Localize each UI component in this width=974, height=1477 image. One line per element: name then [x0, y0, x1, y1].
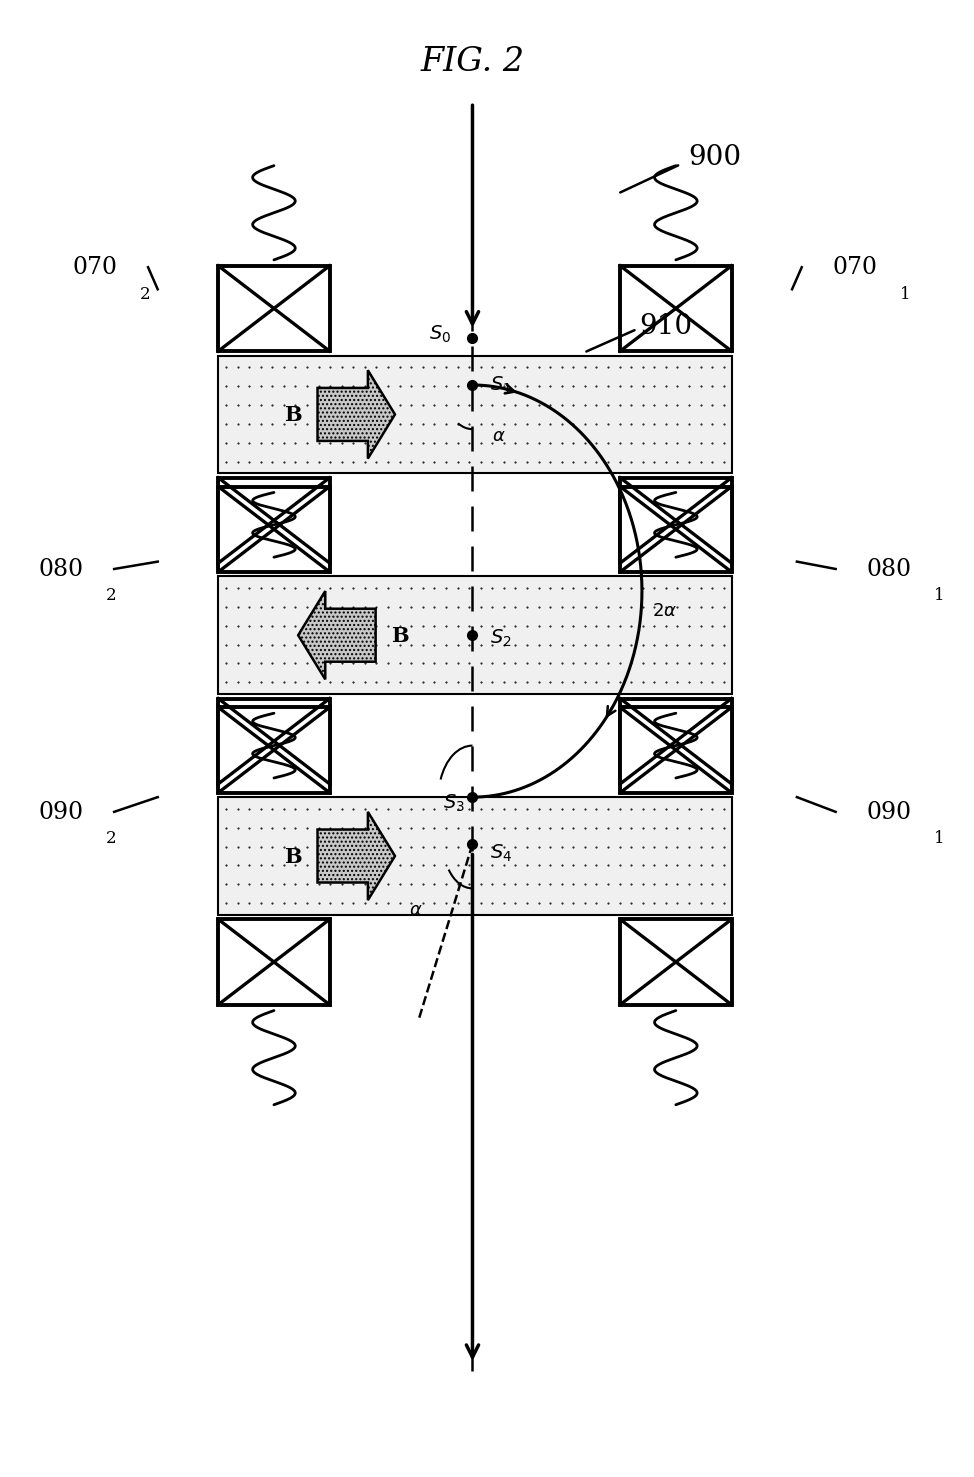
Bar [218, 798, 731, 916]
Bar [218, 920, 329, 1004]
Text: B: B [391, 625, 409, 645]
Text: B: B [284, 405, 302, 425]
Text: 1: 1 [900, 285, 911, 303]
Bar [620, 707, 731, 793]
Text: 2: 2 [140, 285, 150, 303]
Text: $S_1$: $S_1$ [490, 375, 511, 396]
Bar [620, 920, 731, 1004]
Bar [218, 707, 329, 793]
Text: 1: 1 [934, 588, 945, 604]
Text: $S_4$: $S_4$ [490, 842, 512, 864]
Bar [218, 479, 329, 563]
Polygon shape [318, 371, 395, 459]
Text: 900: 900 [688, 143, 741, 171]
Text: $S_2$: $S_2$ [490, 628, 511, 648]
Text: 090: 090 [38, 801, 84, 824]
Bar [218, 356, 731, 474]
Text: 090: 090 [866, 801, 912, 824]
Text: 2: 2 [106, 588, 117, 604]
Text: 910: 910 [640, 313, 693, 340]
Bar [218, 356, 731, 474]
Text: 070: 070 [833, 256, 878, 279]
Bar [218, 576, 731, 694]
Bar [218, 798, 731, 916]
Bar [218, 699, 329, 784]
Text: FIG. 2: FIG. 2 [421, 46, 525, 78]
Text: 080: 080 [866, 558, 912, 580]
Text: $S_3$: $S_3$ [443, 793, 466, 814]
Text: $\alpha$: $\alpha$ [409, 901, 423, 919]
Text: $\alpha$: $\alpha$ [492, 427, 506, 445]
Bar [218, 487, 329, 572]
Bar [620, 699, 731, 784]
Polygon shape [298, 591, 376, 679]
Text: $2\alpha$: $2\alpha$ [652, 603, 677, 620]
Polygon shape [318, 812, 395, 901]
Text: $S_0$: $S_0$ [429, 323, 451, 344]
Bar [218, 266, 329, 352]
Text: 080: 080 [38, 558, 84, 580]
Text: B: B [284, 846, 302, 866]
Bar [620, 266, 731, 352]
Bar [218, 576, 731, 694]
Bar [620, 479, 731, 563]
Text: 1: 1 [934, 830, 945, 846]
Bar [620, 487, 731, 572]
Text: 2: 2 [106, 830, 117, 846]
Text: 070: 070 [72, 256, 117, 279]
